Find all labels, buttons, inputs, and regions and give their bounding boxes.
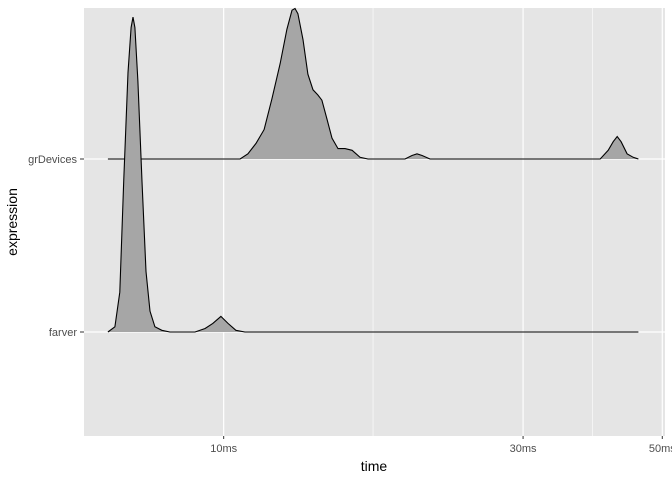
x-tick-label: 10ms (210, 443, 237, 455)
y-tick-label: grDevices (28, 154, 77, 166)
plot-panel (84, 8, 665, 436)
y-axis: farver grDevices (28, 154, 84, 339)
x-tick-label: 50ms (649, 443, 672, 455)
x-tick-label: 30ms (510, 443, 537, 455)
ridges (107, 7, 639, 333)
ridge-line-farver (107, 17, 639, 333)
ridge-line-grDevices (107, 7, 639, 160)
x-axis-title: time (361, 458, 388, 474)
x-axis: 10ms 30ms 50ms (210, 436, 672, 455)
y-axis-title: expression (4, 188, 20, 256)
y-tick-label: farver (49, 327, 77, 339)
